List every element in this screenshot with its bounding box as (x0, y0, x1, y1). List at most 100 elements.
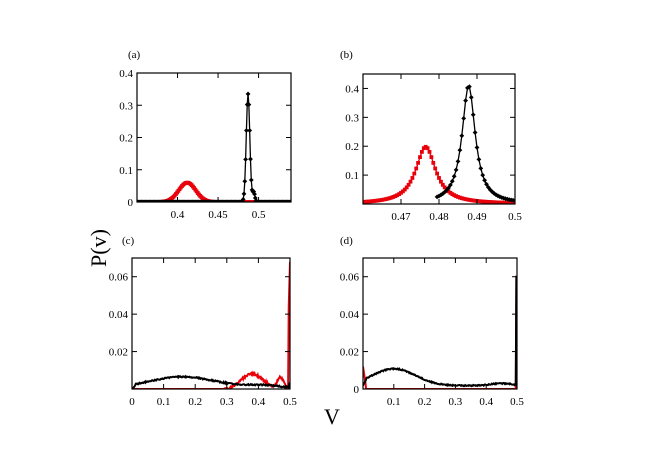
panel-a-series-red (137, 182, 291, 202)
panel-a-ytick-label-2: 0.2 (119, 133, 133, 145)
panel-a-point-black-139 (247, 128, 253, 133)
panel-c-ytick-label-2: 0.06 (109, 272, 129, 284)
panel-b-ytick-label-3: 0.4 (345, 83, 359, 95)
panel-c-series-red (132, 261, 290, 389)
panel-b-point-black-14 (461, 115, 467, 121)
panel-b-point-black-3 (440, 191, 446, 197)
panel-c-frame (131, 257, 291, 390)
panel-b-point-black-1 (436, 193, 442, 199)
panel-b-point-red-29 (416, 160, 420, 165)
panel-a-point-black-141 (248, 177, 254, 183)
panel-d-xtick-label-1: 0.2 (418, 396, 432, 408)
panel-b-point-red-18 (395, 193, 400, 198)
panel-a-point-black-135 (244, 128, 249, 133)
panel-b-point-black-21 (474, 145, 480, 150)
panel-a-point-black-131 (240, 196, 246, 202)
panel-b-point-black-40 (510, 197, 515, 203)
panel-a-ytick-label-0: 0 (128, 197, 134, 209)
panel-b-point-black-7 (448, 182, 453, 188)
panel-d-series-red (363, 275, 517, 389)
panel-b-point-black-10 (453, 167, 459, 173)
panel-a-plot-area (137, 91, 291, 202)
panel-b-point-red-23 (404, 185, 409, 190)
panel-b-point-red-31 (420, 149, 424, 154)
panel-b-point-black-26 (484, 181, 489, 187)
panel-b-point-black-20 (472, 130, 478, 135)
panel-b-point-red-25 (408, 179, 413, 184)
panel-b-point-red-39 (435, 171, 439, 176)
panel-a-point-black-145 (252, 191, 257, 197)
panel-b-point-red-58 (471, 198, 476, 203)
panel-c-label: (c) (122, 235, 135, 247)
panel-b: (b) 0.47 0.48 0.49 0.5 0.1 0.2 0.3 0.4 (340, 49, 522, 223)
panel-b-point-red-38 (433, 166, 438, 171)
panel-b-point-black-17 (467, 84, 472, 90)
panel-b-point-red-78 (509, 200, 514, 204)
panel-c-ytick-label-1: 0.04 (109, 309, 129, 321)
panel-d-xtick-label-4: 0.5 (510, 396, 524, 408)
panel-b-point-red-34 (425, 146, 430, 151)
panel-b-point-black-11 (455, 158, 461, 164)
panel-b-point-red-24 (406, 182, 411, 187)
panel-b-point-black-6 (446, 185, 451, 191)
panel-b-plot-area (363, 84, 515, 204)
panel-b-point-red-13 (385, 196, 390, 201)
panel-b-xtick-label-2: 0.49 (467, 211, 487, 223)
panel-b-point-red-26 (410, 176, 415, 180)
panel-a-series-black (137, 93, 291, 202)
panel-d-ytick-label-0: 0 (354, 384, 360, 396)
panel-d-series-black (363, 275, 517, 388)
panel-c-plot-area (132, 261, 290, 389)
y-axis-label: P(v) (86, 229, 111, 267)
panel-b-point-black-12 (457, 147, 463, 153)
panel-b-point-red-68 (490, 200, 495, 204)
panel-b-point-red-53 (461, 196, 466, 201)
panel-b-point-black-18 (468, 95, 474, 100)
panel-b-xtick-label-3: 0.5 (508, 211, 522, 223)
panel-a-point-black-144 (251, 189, 257, 195)
panel-d-label: (d) (340, 235, 353, 247)
panel-b-point-red-30 (418, 155, 422, 160)
panel-b-point-red-73 (499, 200, 504, 204)
panel-b-point-red-35 (427, 149, 432, 154)
panel-c-xtick-label-1: 0.1 (157, 396, 171, 408)
panel-a-ytick-label-3: 0.3 (119, 100, 133, 112)
panel-a-point-black-133 (242, 178, 248, 184)
panel-a-xtick-label-2: 0.5 (252, 209, 266, 221)
panel-b-point-black-9 (451, 173, 457, 179)
panel-b-series-black (436, 85, 514, 201)
panel-b-point-black-19 (470, 112, 476, 118)
panel-b-ytick-label-2: 0.3 (345, 112, 359, 124)
panel-b-point-red-8 (376, 198, 381, 203)
panel-b-xtick-label-0: 0.47 (391, 211, 411, 223)
panel-a-frame (136, 72, 292, 203)
panel-b-point-red-22 (402, 187, 407, 192)
panel-b-point-black-22 (476, 156, 482, 162)
panel-b-point-red-63 (480, 199, 485, 204)
panel-b-point-red-37 (431, 160, 436, 165)
panel-b-point-red-27 (412, 171, 417, 176)
x-axis-label: V (324, 404, 340, 429)
panel-b-point-black-15 (463, 98, 468, 103)
panel-c-xtick-label-4: 0.4 (252, 396, 266, 408)
panel-b-point-black-8 (449, 178, 455, 184)
panel-c-ytick-label-0: 0.02 (109, 347, 128, 359)
panel-b-point-red-28 (414, 166, 419, 171)
panel-d: (d) 0.1 0.2 0.3 0.4 0.5 0 0.02 0.04 0.06 (340, 235, 525, 408)
panel-b-point-red-41 (439, 179, 443, 184)
panel-c-xtick-label-3: 0.3 (220, 396, 234, 408)
panel-b-ytick-label-0: 0.1 (345, 170, 359, 182)
panel-b-point-black-24 (480, 172, 486, 178)
panel-d-frame (362, 257, 518, 390)
panel-d-xtick-label-2: 0.3 (449, 396, 463, 408)
panel-c: (c) 0 0.1 0.2 0.3 0.4 0.5 0.02 0.04 0.06 (109, 235, 298, 408)
panel-b-ytick-label-1: 0.2 (345, 141, 359, 153)
panel-b-label: (b) (340, 49, 353, 61)
panel-a: (a) 0.4 0.45 0.5 0 0.1 0.2 0.3 0.4 (119, 49, 292, 221)
panel-d-ytick-label-1: 0.02 (340, 347, 359, 359)
panel-d-plot-area (363, 275, 517, 389)
panel-b-point-red-36 (429, 155, 434, 160)
panel-d-ytick-label-2: 0.04 (340, 309, 360, 321)
panel-c-xtick-label-0: 0 (129, 396, 135, 408)
